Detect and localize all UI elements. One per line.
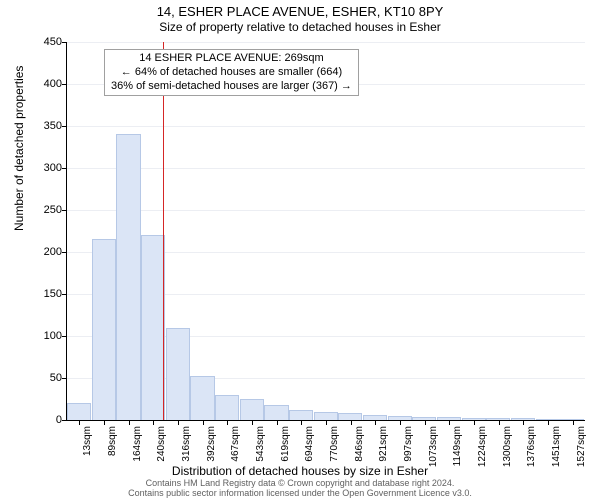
chart-subtitle: Size of property relative to detached ho… xyxy=(0,20,600,34)
x-tick-label: 770sqm xyxy=(329,426,340,462)
y-tick-mark xyxy=(62,168,67,169)
y-tick-label: 200 xyxy=(12,246,62,258)
histogram-bar xyxy=(338,413,362,420)
x-tick-label: 1073sqm xyxy=(428,426,439,467)
x-tick-label: 392sqm xyxy=(206,426,217,462)
x-tick-label: 921sqm xyxy=(378,426,389,462)
y-tick-label: 100 xyxy=(12,330,62,342)
x-tick-label: 164sqm xyxy=(132,426,143,462)
x-tick-label: 1300sqm xyxy=(502,426,513,467)
y-tick-mark xyxy=(62,84,67,85)
annotation-line-2: ← 64% of detached houses are smaller (66… xyxy=(111,66,352,80)
x-tick-label: 543sqm xyxy=(255,426,266,462)
x-tick-mark xyxy=(129,420,130,425)
annotation-box: 14 ESHER PLACE AVENUE: 269sqm← 64% of de… xyxy=(104,49,359,96)
histogram-bar xyxy=(166,328,190,420)
property-marker-line xyxy=(163,42,164,420)
x-tick-mark xyxy=(449,420,450,425)
x-tick-mark xyxy=(79,420,80,425)
x-tick-label: 846sqm xyxy=(354,426,365,462)
histogram-bar xyxy=(215,395,239,420)
y-tick-label: 350 xyxy=(12,120,62,132)
x-tick-mark xyxy=(203,420,204,425)
histogram-bar xyxy=(190,376,214,420)
annotation-line-3: 36% of semi-detached houses are larger (… xyxy=(111,80,352,94)
y-tick-mark xyxy=(62,126,67,127)
x-tick-label: 89sqm xyxy=(107,426,118,456)
histogram-bar xyxy=(92,239,116,420)
y-tick-label: 150 xyxy=(12,288,62,300)
x-tick-mark xyxy=(227,420,228,425)
plot-area: 14 ESHER PLACE AVENUE: 269sqm← 64% of de… xyxy=(66,42,585,421)
histogram-bar xyxy=(116,134,140,420)
x-tick-label: 240sqm xyxy=(156,426,167,462)
y-tick-mark xyxy=(62,42,67,43)
y-tick-mark xyxy=(62,210,67,211)
y-tick-label: 50 xyxy=(12,372,62,384)
x-tick-mark xyxy=(178,420,179,425)
x-tick-mark xyxy=(573,420,574,425)
x-tick-mark xyxy=(499,420,500,425)
y-tick-label: 450 xyxy=(12,36,62,48)
x-tick-mark xyxy=(474,420,475,425)
x-tick-mark xyxy=(351,420,352,425)
x-tick-label: 1527sqm xyxy=(576,426,587,467)
histogram-bar xyxy=(264,405,288,420)
x-tick-mark xyxy=(548,420,549,425)
x-tick-label: 316sqm xyxy=(181,426,192,462)
y-tick-mark xyxy=(62,336,67,337)
x-tick-label: 619sqm xyxy=(280,426,291,462)
histogram-bar xyxy=(67,403,91,420)
x-tick-mark xyxy=(523,420,524,425)
gridline-h xyxy=(67,126,585,127)
gridline-h xyxy=(67,168,585,169)
y-tick-mark xyxy=(62,252,67,253)
histogram-bar xyxy=(141,235,165,420)
y-tick-mark xyxy=(62,294,67,295)
x-tick-label: 1376sqm xyxy=(526,426,537,467)
histogram-bar xyxy=(314,412,338,420)
x-tick-mark xyxy=(400,420,401,425)
y-tick-label: 0 xyxy=(12,414,62,426)
x-tick-mark xyxy=(104,420,105,425)
x-tick-mark xyxy=(252,420,253,425)
x-tick-mark xyxy=(326,420,327,425)
y-tick-label: 250 xyxy=(12,204,62,216)
y-tick-mark xyxy=(62,378,67,379)
histogram-bar xyxy=(289,410,313,420)
x-tick-mark xyxy=(375,420,376,425)
y-tick-mark xyxy=(62,420,67,421)
x-tick-label: 13sqm xyxy=(82,426,93,456)
annotation-line-1: 14 ESHER PLACE AVENUE: 269sqm xyxy=(111,52,352,66)
histogram-bar xyxy=(240,399,264,420)
x-tick-label: 1149sqm xyxy=(452,426,463,466)
y-tick-label: 400 xyxy=(12,78,62,90)
x-tick-mark xyxy=(277,420,278,425)
x-tick-label: 467sqm xyxy=(230,426,241,462)
chart-title: 14, ESHER PLACE AVENUE, ESHER, KT10 8PY xyxy=(0,4,600,19)
x-tick-label: 694sqm xyxy=(304,426,315,462)
x-tick-label: 1451sqm xyxy=(551,426,562,467)
footer-line-2: Contains public sector information licen… xyxy=(0,489,600,499)
gridline-h xyxy=(67,210,585,211)
y-tick-label: 300 xyxy=(12,162,62,174)
x-tick-mark xyxy=(301,420,302,425)
x-tick-label: 1224sqm xyxy=(477,426,488,467)
x-tick-label: 997sqm xyxy=(403,426,414,462)
x-tick-mark xyxy=(153,420,154,425)
x-tick-mark xyxy=(425,420,426,425)
attribution-footer: Contains HM Land Registry data © Crown c… xyxy=(0,479,600,499)
gridline-h xyxy=(67,42,585,43)
